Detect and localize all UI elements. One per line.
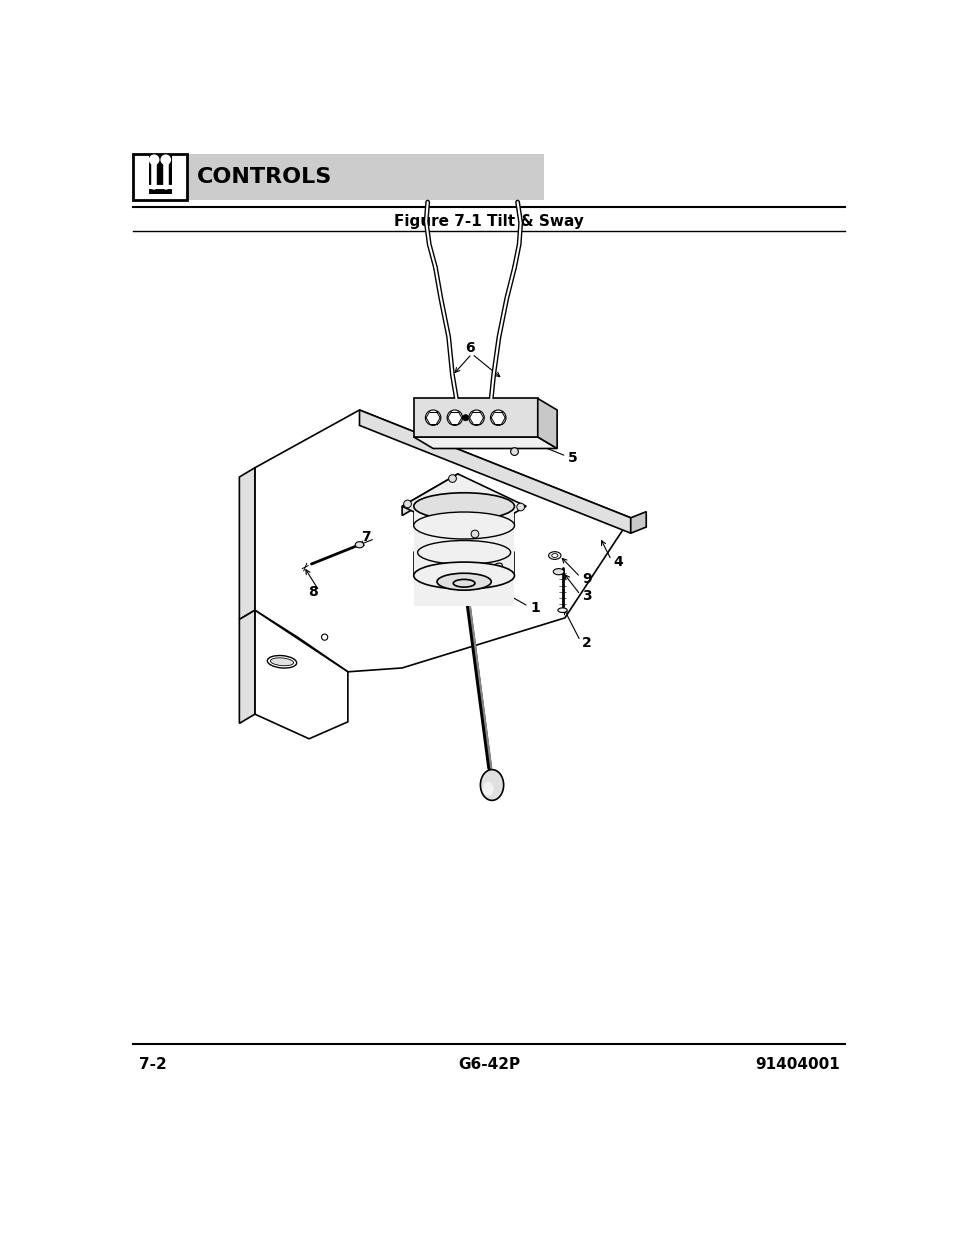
- Circle shape: [468, 410, 484, 425]
- Polygon shape: [239, 468, 254, 620]
- Ellipse shape: [414, 562, 514, 589]
- Ellipse shape: [414, 493, 514, 520]
- Text: 1: 1: [530, 601, 539, 615]
- Polygon shape: [254, 610, 348, 739]
- Text: 6: 6: [465, 341, 475, 356]
- Ellipse shape: [492, 563, 502, 571]
- Text: 8: 8: [308, 585, 317, 599]
- Circle shape: [447, 410, 462, 425]
- Polygon shape: [149, 153, 172, 194]
- Ellipse shape: [482, 782, 493, 795]
- Polygon shape: [630, 511, 645, 534]
- Text: 7: 7: [361, 530, 371, 545]
- Ellipse shape: [553, 568, 563, 574]
- Polygon shape: [239, 610, 254, 724]
- Polygon shape: [359, 410, 630, 534]
- Text: 5: 5: [567, 451, 578, 464]
- Circle shape: [510, 448, 517, 456]
- Polygon shape: [537, 399, 557, 448]
- Text: 9: 9: [581, 572, 591, 585]
- Ellipse shape: [267, 656, 296, 668]
- Circle shape: [517, 503, 524, 511]
- Circle shape: [161, 156, 171, 164]
- Text: 4: 4: [612, 555, 622, 568]
- Circle shape: [471, 530, 478, 537]
- Circle shape: [462, 415, 468, 421]
- Circle shape: [403, 500, 411, 508]
- Text: 2: 2: [581, 636, 591, 650]
- Circle shape: [321, 634, 328, 640]
- Polygon shape: [414, 506, 514, 606]
- Ellipse shape: [551, 553, 558, 557]
- Circle shape: [490, 410, 505, 425]
- Text: G6-42P: G6-42P: [457, 1057, 519, 1072]
- Ellipse shape: [548, 552, 560, 559]
- Ellipse shape: [270, 658, 294, 666]
- Text: 91404001: 91404001: [755, 1057, 840, 1072]
- Polygon shape: [414, 437, 557, 448]
- Bar: [133, 153, 187, 200]
- Polygon shape: [414, 399, 537, 437]
- Ellipse shape: [355, 542, 363, 548]
- Text: 7-2: 7-2: [138, 1057, 166, 1072]
- Polygon shape: [254, 410, 630, 672]
- Ellipse shape: [417, 541, 510, 564]
- Text: 3: 3: [581, 589, 591, 604]
- Circle shape: [150, 156, 158, 164]
- Polygon shape: [402, 474, 525, 538]
- Ellipse shape: [414, 513, 514, 538]
- Ellipse shape: [480, 769, 503, 800]
- Ellipse shape: [558, 608, 567, 613]
- Text: CONTROLS: CONTROLS: [196, 167, 332, 186]
- Ellipse shape: [436, 573, 491, 590]
- Text: Figure 7-1 Tilt & Sway: Figure 7-1 Tilt & Sway: [394, 214, 583, 228]
- Circle shape: [425, 410, 440, 425]
- FancyBboxPatch shape: [133, 153, 543, 200]
- Polygon shape: [402, 474, 457, 515]
- Circle shape: [448, 474, 456, 483]
- Ellipse shape: [453, 579, 475, 587]
